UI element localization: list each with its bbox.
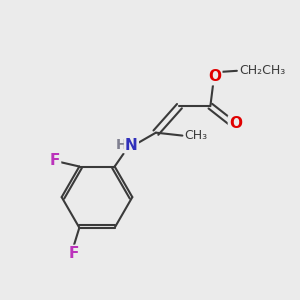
Text: H: H — [116, 138, 127, 152]
Text: F: F — [68, 246, 79, 261]
Text: F: F — [50, 153, 60, 168]
Text: O: O — [208, 69, 221, 84]
Text: CH₂CH₃: CH₂CH₃ — [239, 64, 286, 77]
Text: O: O — [229, 116, 242, 131]
Text: N: N — [125, 137, 138, 152]
Text: CH₃: CH₃ — [184, 129, 207, 142]
